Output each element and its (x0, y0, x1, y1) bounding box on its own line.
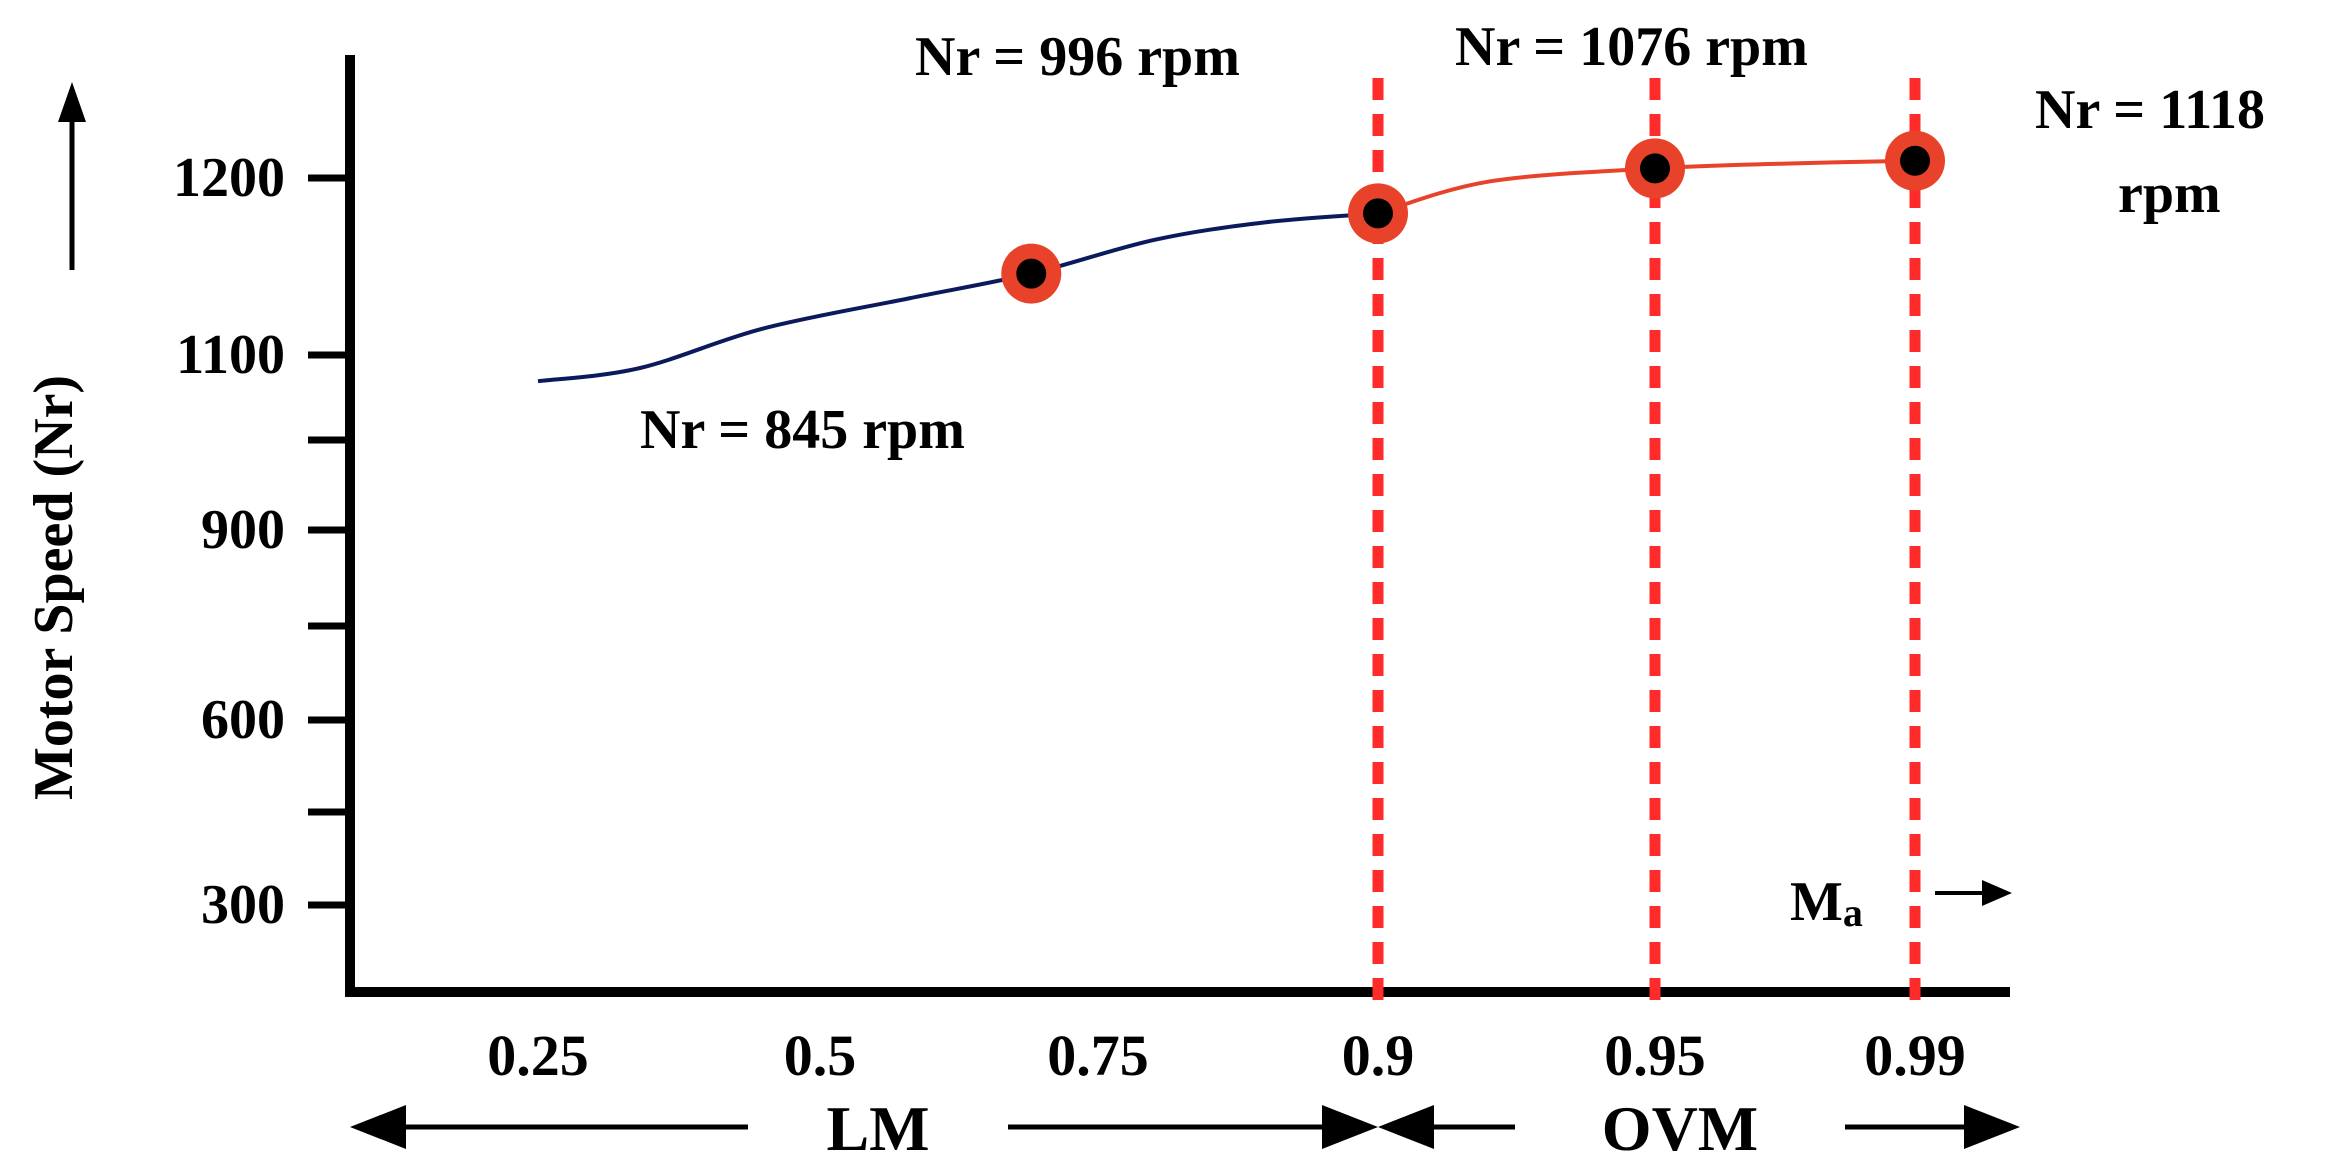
x-tick-label: 0.95 (1604, 1023, 1706, 1088)
region-arrowhead (1378, 1105, 1434, 1149)
y-tick-label: 600 (201, 689, 285, 751)
annotation-nr-845: Nr = 845 rpm (640, 399, 965, 461)
y-tick-label: 1100 (176, 324, 285, 386)
series-line-lm (537, 211, 1379, 384)
x-axis-title-sub: a (1843, 890, 1863, 935)
region-label: LM (826, 1093, 929, 1164)
annotation-nr-1118-line1: Nr = 1118 (2035, 79, 2265, 141)
x-tick-label: 0.5 (784, 1023, 857, 1088)
x-tick-label: 0.9 (1342, 1023, 1415, 1088)
y-tick-group: 300 600 900 1100 1200 (173, 147, 350, 936)
y-tick-label: 300 (201, 874, 285, 936)
y-axis-title-group: Motor Speed (Nr) (23, 82, 86, 800)
region-arrowhead (1322, 1105, 1378, 1149)
annotation-nr-996: Nr = 996 rpm (915, 26, 1240, 88)
data-point-center (1016, 258, 1047, 289)
region-group: LM OVM (350, 1093, 2020, 1164)
data-point-center (1900, 145, 1930, 176)
region-arrowhead (350, 1105, 406, 1149)
x-tick-label: 0.99 (1864, 1023, 1966, 1088)
region-label: OVM (1602, 1093, 1758, 1164)
annotation-nr-1076: Nr = 1076 rpm (1455, 16, 1808, 78)
data-point-center (1363, 198, 1393, 229)
x-tick-label: 0.25 (487, 1023, 589, 1088)
annotation-nr-1118-line2: rpm (2118, 163, 2221, 225)
x-tick-label: 0.75 (1047, 1023, 1149, 1088)
x-axis-title-main: M (1790, 871, 1843, 933)
marker-group (1001, 130, 1945, 304)
series-group (537, 158, 1916, 384)
x-axis-title-group: Ma (1790, 871, 2012, 935)
x-tick-group: 0.25 0.5 0.75 0.9 0.95 0.99 (487, 1023, 1966, 1088)
y-axis-title: Motor Speed (Nr) (23, 375, 85, 800)
vline-group (1372, 78, 1921, 1000)
x-axis-title-arrowhead (1982, 880, 2012, 906)
y-tick-label: 1200 (173, 147, 285, 209)
region-arrowhead (1964, 1105, 2020, 1149)
x-axis-title: Ma (1790, 871, 1863, 935)
y-tick-label: 900 (201, 499, 285, 561)
data-point-center (1640, 153, 1670, 184)
y-axis-title-arrowhead (58, 82, 86, 122)
